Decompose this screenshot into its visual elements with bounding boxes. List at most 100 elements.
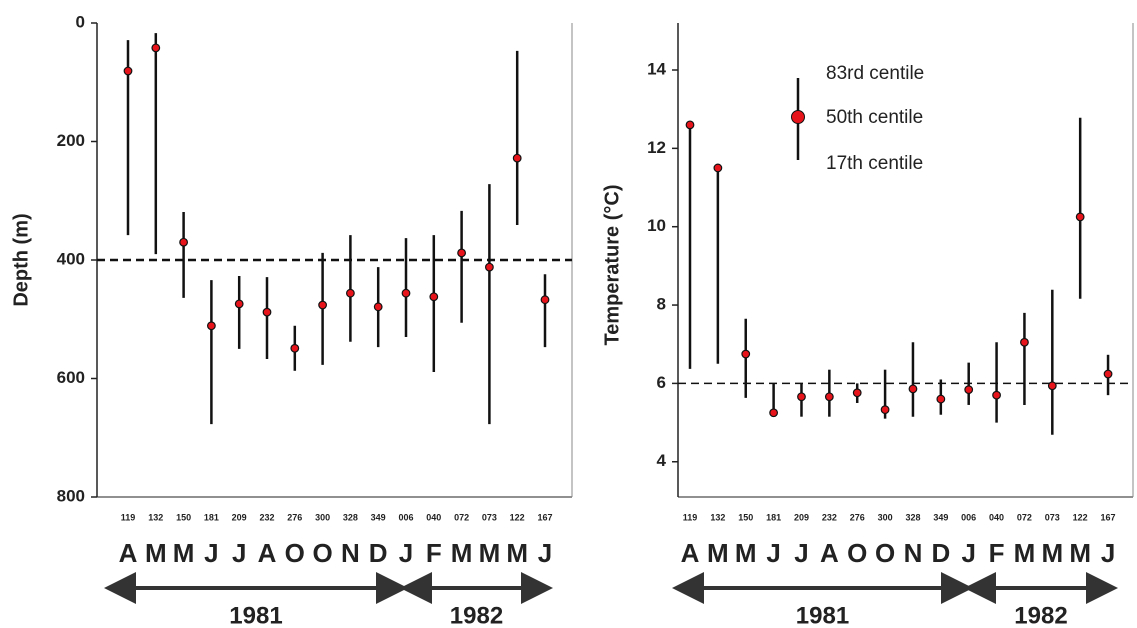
month-label: J — [399, 538, 413, 568]
x-tick-label: 073 — [1045, 512, 1060, 522]
legend-label: 17th centile — [826, 153, 923, 174]
median-point — [151, 43, 161, 53]
x-tick-label: 150 — [738, 512, 753, 522]
month-label: M — [145, 538, 167, 568]
month-label: D — [369, 538, 388, 568]
median-point — [262, 307, 272, 317]
median-point — [908, 384, 918, 394]
month-label: F — [426, 538, 442, 568]
median-point — [769, 408, 779, 418]
month-label: N — [341, 538, 360, 568]
median-point — [206, 321, 216, 331]
month-label: J — [766, 538, 780, 568]
x-tick-label: 122 — [510, 512, 525, 522]
month-label: M — [506, 538, 528, 568]
x-tick-label: 349 — [933, 512, 948, 522]
x-tick-label: 006 — [961, 512, 976, 522]
median-point — [457, 248, 467, 258]
y-tick-label: 600 — [57, 368, 85, 387]
y-tick-label: 14 — [647, 59, 666, 78]
month-label: M — [173, 538, 195, 568]
x-tick-label: 119 — [683, 512, 698, 522]
month-label: A — [119, 538, 138, 568]
y-tick-label: 6 — [657, 373, 666, 392]
month-label: F — [989, 538, 1005, 568]
y-tick-label: 10 — [647, 216, 666, 235]
median-point — [880, 405, 890, 415]
median-point — [346, 288, 355, 298]
month-label: J — [204, 538, 218, 568]
median-point — [685, 120, 695, 130]
month-label: J — [1101, 538, 1115, 568]
x-tick-label: 232 — [822, 512, 837, 522]
legend-point — [791, 110, 805, 124]
legend-label: 50th centile — [826, 107, 923, 128]
x-tick-label: 073 — [482, 512, 497, 522]
month-label: M — [1041, 538, 1063, 568]
month-label: A — [681, 538, 700, 568]
x-tick-label: 209 — [794, 512, 809, 522]
month-label: A — [820, 538, 839, 568]
month-label: N — [904, 538, 923, 568]
month-label: M — [707, 538, 729, 568]
month-label: A — [258, 538, 277, 568]
median-point — [852, 388, 862, 398]
month-label: M — [735, 538, 757, 568]
median-point — [1103, 369, 1113, 379]
month-label: O — [847, 538, 867, 568]
median-point — [1075, 212, 1085, 222]
median-point — [429, 292, 439, 302]
x-tick-label: 119 — [121, 512, 136, 522]
x-tick-label: 167 — [537, 512, 552, 522]
median-point — [373, 302, 383, 312]
x-tick-label: 132 — [148, 512, 163, 522]
median-point — [123, 66, 133, 76]
x-tick-label: 349 — [371, 512, 386, 522]
x-tick-label: 132 — [710, 512, 725, 522]
median-point — [1020, 337, 1029, 347]
x-tick-label: 276 — [287, 512, 302, 522]
median-point — [992, 390, 1001, 400]
month-label: M — [1069, 538, 1091, 568]
x-tick-label: 300 — [878, 512, 893, 522]
x-tick-label: 040 — [426, 512, 441, 522]
median-point — [1047, 381, 1057, 391]
month-label: J — [538, 538, 552, 568]
x-tick-label: 232 — [259, 512, 274, 522]
x-tick-label: 181 — [766, 512, 781, 522]
month-label: J — [232, 538, 246, 568]
month-label: M — [451, 538, 473, 568]
year-label: 1981 — [796, 602, 849, 628]
month-label: M — [1014, 538, 1036, 568]
month-label: J — [794, 538, 808, 568]
x-tick-label: 040 — [989, 512, 1004, 522]
x-tick-label: 167 — [1101, 512, 1116, 522]
x-tick-label: 328 — [905, 512, 920, 522]
x-tick-label: 300 — [315, 512, 330, 522]
x-tick-label: 006 — [398, 512, 413, 522]
year-label: 1981 — [229, 602, 282, 628]
median-point — [318, 300, 328, 310]
month-label: O — [875, 538, 895, 568]
y-tick-label: 400 — [57, 249, 85, 268]
y-tick-label: 4 — [657, 451, 667, 470]
median-point — [401, 288, 411, 298]
month-label: D — [931, 538, 950, 568]
x-tick-label: 276 — [850, 512, 865, 522]
y-axis-label: Depth (m) — [10, 213, 32, 306]
median-point — [824, 392, 834, 402]
median-point — [540, 295, 550, 305]
y-tick-label: 0 — [76, 12, 85, 31]
month-label: M — [479, 538, 501, 568]
x-tick-label: 150 — [176, 512, 191, 522]
y-tick-label: 12 — [647, 138, 666, 157]
median-point — [713, 163, 723, 173]
x-tick-label: 328 — [343, 512, 358, 522]
x-tick-label: 181 — [204, 512, 219, 522]
y-tick-label: 8 — [657, 295, 666, 314]
year-label: 1982 — [450, 602, 503, 628]
year-label: 1982 — [1014, 602, 1067, 628]
median-point — [936, 394, 946, 404]
